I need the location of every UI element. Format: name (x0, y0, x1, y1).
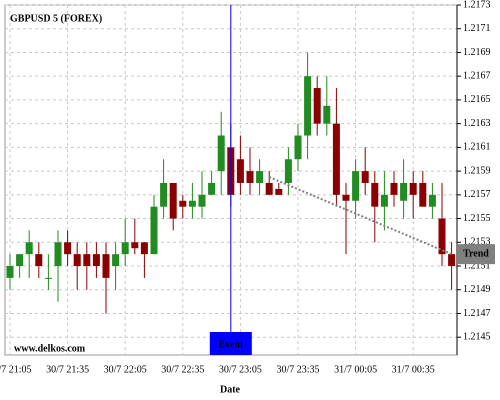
candle-body (265, 182, 273, 195)
candle-body (332, 123, 340, 195)
candle-body (294, 135, 302, 160)
candle-body (428, 194, 436, 207)
x-tick-label: 30/7 22:35 (161, 364, 204, 375)
candle-body (179, 200, 187, 207)
candle-body (83, 254, 91, 267)
candle-body (284, 159, 292, 183)
candle-body (150, 206, 158, 255)
candle-body (208, 182, 216, 195)
candle-body (400, 182, 408, 201)
candle-body (275, 188, 283, 195)
candle-body (6, 266, 14, 278)
trend-box (457, 244, 495, 265)
x-axis-label: Date (220, 384, 241, 395)
candle-body (160, 182, 168, 207)
y-tick-label: 1.2159 (463, 165, 491, 176)
y-tick-label: 1.2151 (463, 260, 491, 271)
candle-body (64, 242, 72, 255)
candle-body (169, 182, 177, 219)
candle-body (342, 194, 350, 201)
y-tick-label: 1.2155 (463, 213, 491, 224)
candle-body (323, 105, 331, 124)
y-tick-label: 1.2163 (463, 118, 491, 129)
candle-body (35, 254, 43, 267)
candle-body (380, 194, 388, 207)
y-tick-label: 1.2147 (463, 308, 491, 319)
x-tick-label: 30/7 21:35 (46, 364, 89, 375)
candle-body (54, 242, 62, 267)
candle-body (217, 135, 225, 172)
x-tick-label: 31/7 00:35 (392, 364, 435, 375)
candle-body (44, 277, 52, 279)
y-tick-label: 1.2157 (463, 189, 491, 200)
candle-body (25, 242, 33, 255)
trend-line (268, 176, 452, 256)
trend-label: Trend (463, 248, 489, 259)
candle-body (409, 182, 417, 195)
candle-body (16, 254, 24, 267)
candle-body (438, 218, 446, 255)
y-tick-label: 1.2149 (463, 284, 491, 295)
candle-body (198, 194, 206, 207)
y-tick-label: 1.2145 (463, 332, 491, 343)
y-tick-label: 1.2169 (463, 47, 491, 58)
x-tick-label: 30/7 21:05 (0, 364, 32, 375)
x-tick-label: 30/7 23:35 (276, 364, 319, 375)
candle-body (112, 254, 120, 267)
event-label: Event (218, 339, 244, 350)
y-tick-label: 1.2161 (463, 142, 491, 153)
candle-body (361, 171, 369, 183)
candle-body (304, 76, 312, 136)
y-tick-label: 1.2171 (463, 23, 491, 34)
y-tick-label: 1.2165 (463, 94, 491, 105)
candle-body (246, 171, 254, 183)
chart-title: GBPUSD 5 (FOREX) (10, 13, 102, 24)
y-tick-label: 1.2173 (463, 0, 491, 10)
candle-body (121, 242, 129, 255)
candle-body (140, 242, 148, 255)
x-tick-label: 30/7 23:05 (219, 364, 262, 375)
candle-body (313, 88, 321, 124)
candle-body (188, 200, 196, 207)
watermark: www.delkos.com (14, 343, 86, 354)
candle-body (352, 171, 360, 201)
candle-body (92, 254, 100, 267)
x-tick-label: 31/7 00:05 (334, 364, 377, 375)
x-tick-label: 30/7 22:05 (104, 364, 147, 375)
candle-body (448, 254, 456, 267)
y-tick-label: 1.2167 (463, 70, 491, 81)
event-box (209, 332, 252, 355)
candle-body (256, 171, 264, 183)
candle-body (131, 242, 139, 249)
candle-body (419, 182, 427, 207)
y-tick-label: 1.2153 (463, 237, 491, 248)
candle-body (390, 182, 398, 195)
candle-body (73, 254, 81, 267)
candle-body (371, 182, 379, 207)
candle-body (102, 254, 110, 278)
candle-body (236, 159, 244, 183)
